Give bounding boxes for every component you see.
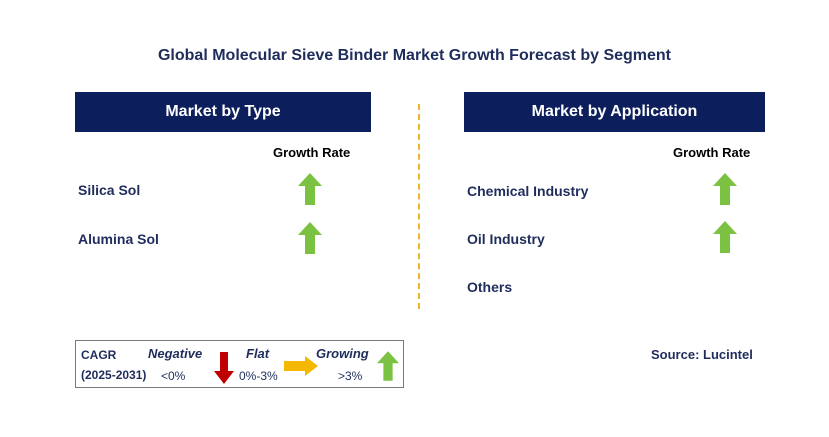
type-row-label: Alumina Sol — [78, 231, 159, 247]
application-panel-header: Market by Application — [464, 92, 765, 132]
legend-negative-label: Negative — [148, 346, 203, 361]
legend-flat-label: Flat — [246, 346, 270, 361]
application-row-label: Chemical Industry — [467, 183, 589, 199]
green-up-arrow-icon — [297, 172, 323, 206]
type-row-label: Silica Sol — [78, 182, 141, 198]
red-down-arrow-icon — [213, 351, 235, 385]
green-up-arrow-icon — [712, 172, 738, 206]
legend-flat-range: 0%-3% — [239, 369, 278, 383]
type-growth-rate-header: Growth Rate — [273, 145, 351, 160]
legend-cagr-label: CAGR — [81, 348, 117, 362]
yellow-right-arrow-icon — [283, 356, 319, 376]
source-label: Source: Lucintel — [651, 347, 753, 362]
application-row-label: Others — [467, 279, 513, 295]
chart-title: Global Molecular Sieve Binder Market Gro… — [157, 47, 672, 64]
green-up-arrow-icon — [712, 220, 738, 254]
panel-divider — [418, 104, 420, 309]
application-row-label: Oil Industry — [467, 231, 545, 247]
legend-negative-range: <0% — [161, 369, 186, 383]
application-growth-rate-header: Growth Rate — [673, 145, 751, 160]
type-panel-header: Market by Type — [75, 92, 371, 132]
green-up-arrow-icon — [376, 349, 400, 383]
cagr-legend: CAGR (2025-2031) Negative <0% Flat 0%-3%… — [75, 340, 404, 388]
legend-growing-range: >3% — [338, 369, 363, 383]
green-up-arrow-icon — [297, 221, 323, 255]
legend-growing-label: Growing — [316, 346, 369, 361]
legend-period: (2025-2031) — [81, 368, 147, 382]
